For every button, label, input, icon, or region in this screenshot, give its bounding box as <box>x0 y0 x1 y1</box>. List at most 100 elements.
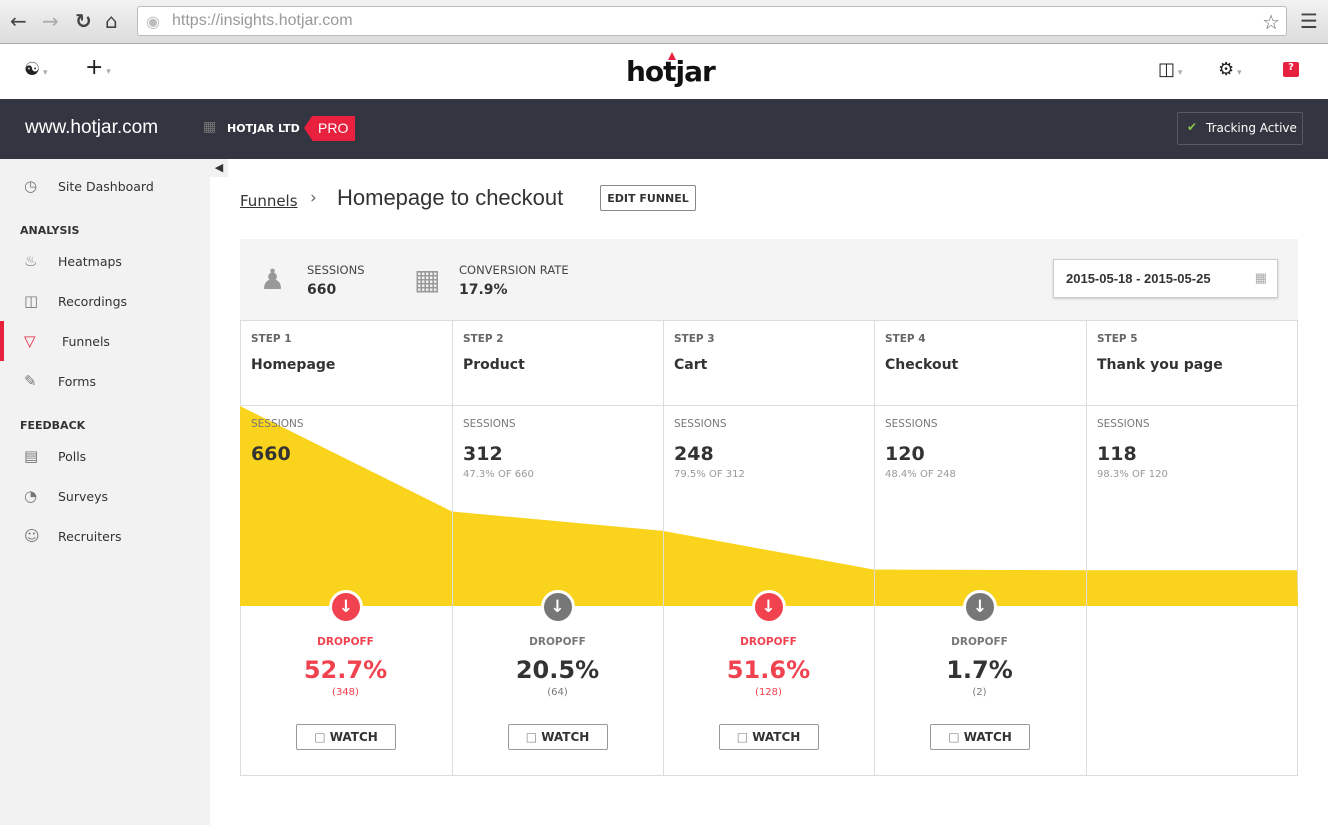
watch-button[interactable]: □ WATCH <box>296 724 396 750</box>
dashboard-icon: ◷ <box>24 177 38 195</box>
dropoff-count: (2) <box>972 687 987 698</box>
plan-badge: PRO <box>303 116 356 141</box>
watch-label: WATCH <box>329 730 378 744</box>
tracking-status-button[interactable]: ✔ Tracking Active <box>1177 112 1303 145</box>
user-icon: ☺ <box>24 527 40 545</box>
add-icon[interactable]: + ▾ <box>85 55 111 80</box>
step-number: STEP 5 <box>1097 333 1138 345</box>
flame-icon <box>668 52 676 60</box>
step-sessions: 118 <box>1097 443 1137 465</box>
logo-text: hotjar <box>626 55 716 88</box>
browser-toolbar: ← → ↻ ⌂ ◉ https://insights.hotjar.com ☆ ☰ <box>0 0 1328 44</box>
hotjar-logo[interactable]: hotjar <box>626 52 716 88</box>
watch-button[interactable]: □ WATCH <box>930 724 1030 750</box>
arrow-down-icon: ↓ <box>540 590 575 624</box>
step-number: STEP 2 <box>463 333 504 345</box>
dropoff-label: DROPOFF <box>317 636 374 648</box>
sidebar-item-heatmaps[interactable]: ♨ Heatmaps <box>0 241 210 281</box>
dropoff-block: DROPOFF 1.7% (2) <box>874 636 1085 698</box>
form-icon: ✎ <box>24 372 37 390</box>
book-icon[interactable]: ◫ ▾ <box>1158 59 1183 80</box>
step-number: STEP 3 <box>674 333 715 345</box>
column-divider <box>874 320 875 776</box>
step-percent: 79.5% OF 312 <box>674 469 745 480</box>
building-icon: ▦ <box>203 119 217 135</box>
sessions-label: SESSIONS <box>307 263 365 277</box>
dropoff-count: (348) <box>332 687 359 698</box>
column-divider <box>1086 320 1087 776</box>
sidebar-item-label: Recordings <box>58 294 128 309</box>
watch-button[interactable]: □ WATCH <box>718 724 819 750</box>
video-icon: □ <box>948 730 964 744</box>
step-number: STEP 4 <box>885 333 926 345</box>
users-icon: ♟ <box>260 263 286 296</box>
step-sessions: 248 <box>674 443 714 465</box>
bar-chart-icon: ▤ <box>24 447 39 465</box>
reload-icon[interactable]: ↻ <box>75 9 92 33</box>
sidebar-item-polls[interactable]: ▤ Polls <box>0 436 210 476</box>
breadcrumb-funnels-link[interactable]: Funnels <box>240 192 298 210</box>
sidebar-item-recordings[interactable]: ◫ Recordings <box>0 281 210 321</box>
address-bar[interactable]: ◉ https://insights.hotjar.com ☆ <box>137 6 1287 36</box>
step-name: Product <box>463 357 525 373</box>
collapse-sidebar-button[interactable]: ◀ <box>210 159 228 177</box>
url-text: https://insights.hotjar.com <box>172 12 353 29</box>
dropoff-percent: 20.5% <box>515 656 600 684</box>
chevron-right-icon: › <box>310 188 317 208</box>
sidebar-item-label: Site Dashboard <box>58 179 154 194</box>
video-icon: ◫ <box>24 292 39 310</box>
bookmark-star-icon[interactable]: ☆ <box>1262 12 1280 34</box>
sidebar-item-label: Funnels <box>62 334 110 349</box>
sessions-label: SESSIONS <box>885 418 938 430</box>
menu-icon[interactable]: ☰ <box>1300 9 1318 33</box>
step-sessions: 312 <box>463 443 503 465</box>
sessions-label: SESSIONS <box>251 418 304 430</box>
date-range-text: 2015-05-18 - 2015-05-25 <box>1066 271 1211 286</box>
org-name: HOTJAR LTD <box>227 122 300 135</box>
section-analysis: ANALYSIS <box>20 224 80 237</box>
home-icon[interactable]: ⌂ <box>105 9 118 33</box>
help-icon[interactable]: ? <box>1283 62 1299 77</box>
back-icon[interactable]: ← <box>10 9 27 33</box>
step-percent: 47.3% OF 660 <box>463 469 534 480</box>
pie-chart-icon: ◔ <box>24 487 38 505</box>
step-name: Homepage <box>251 357 336 373</box>
arrow-down-icon: ↓ <box>751 590 786 624</box>
edit-funnel-button[interactable]: EDIT FUNNEL <box>600 185 696 211</box>
date-range-picker[interactable]: 2015-05-18 - 2015-05-25 ▦ <box>1053 259 1278 298</box>
sidebar-item-surveys[interactable]: ◔ Surveys <box>0 476 210 516</box>
globe-icon[interactable]: ☯ ▾ <box>24 59 48 80</box>
dropoff-count: (128) <box>755 687 782 698</box>
sidebar-item-recruiters[interactable]: ☺ Recruiters <box>0 516 210 556</box>
dropoff-block: DROPOFF 51.6% (128) <box>663 636 874 698</box>
step-sessions: 660 <box>251 443 291 465</box>
check-icon: ✔ <box>1187 120 1198 134</box>
video-icon: □ <box>525 730 542 744</box>
tracking-label: Tracking Active <box>1206 121 1297 135</box>
watch-button[interactable]: □ WATCH <box>507 724 608 750</box>
step-number: STEP 1 <box>251 333 292 345</box>
sidebar-item-site-dashboard[interactable]: ◷ Site Dashboard <box>0 166 210 206</box>
dropoff-percent: 51.6% <box>726 656 811 684</box>
sidebar-item-label: Heatmaps <box>58 254 122 269</box>
watch-label: WATCH <box>963 730 1012 744</box>
site-bar: www.hotjar.com ▦ HOTJAR LTD PRO ✔ Trackin… <box>0 99 1328 159</box>
presentation-chart-icon: ▦ <box>414 263 441 296</box>
site-name[interactable]: www.hotjar.com <box>25 117 159 138</box>
column-divider <box>663 320 664 776</box>
step-percent: 48.4% OF 248 <box>885 469 956 480</box>
sidebar-item-forms[interactable]: ✎ Forms <box>0 361 210 401</box>
sidebar-item-funnels[interactable]: ▽ Funnels <box>0 321 210 361</box>
video-icon: □ <box>736 730 753 744</box>
arrow-down-icon: ↓ <box>329 590 363 624</box>
dropoff-block: DROPOFF 20.5% (64) <box>452 636 663 698</box>
sidebar-item-label: Surveys <box>58 489 108 504</box>
video-icon: □ <box>314 730 330 744</box>
sessions-label: SESSIONS <box>1097 418 1150 430</box>
forward-icon[interactable]: → <box>42 9 59 33</box>
sidebar: ◷ Site Dashboard ANALYSIS ♨ Heatmaps ◫ Reco… <box>0 159 210 825</box>
sidebar-item-label: Forms <box>58 374 97 389</box>
gear-icon[interactable]: ⚙ ▾ <box>1218 59 1242 80</box>
sessions-label: SESSIONS <box>674 418 727 430</box>
funnel-icon: ▽ <box>24 332 36 350</box>
